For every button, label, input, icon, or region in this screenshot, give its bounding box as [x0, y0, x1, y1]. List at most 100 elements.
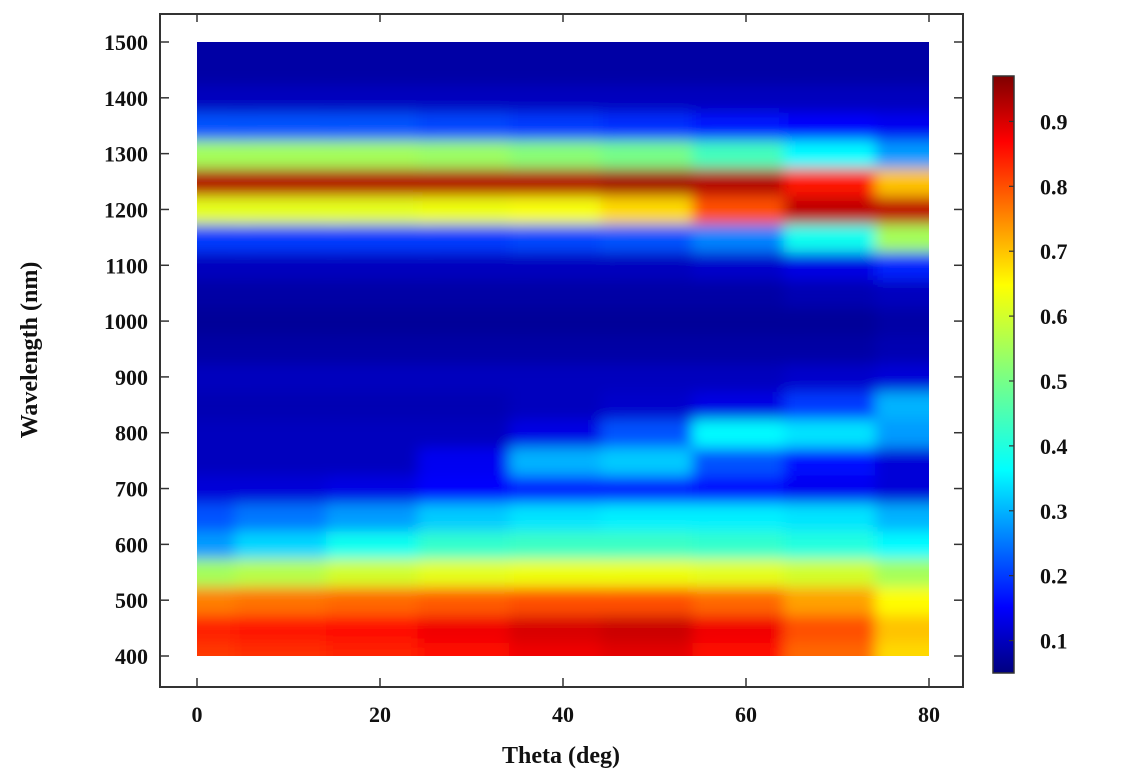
heatmap-cell: [509, 54, 617, 85]
y-axis: 400 500 600 700 800 900 1000 1100 1200 1300 1400 15…: [104, 30, 963, 669]
heatmap-cell: [234, 641, 343, 656]
heatmap-cell: [234, 42, 343, 57]
heatmap-cell: [326, 42, 434, 57]
heatmap-cell: [417, 389, 526, 420]
heatmap-cell: [326, 641, 434, 656]
heatmap-cell: [692, 222, 800, 253]
heatmap-cell: [509, 138, 617, 169]
heatmap-cell: [326, 110, 434, 141]
heatmap-cell: [783, 529, 892, 560]
heatmap-cell: [875, 557, 929, 588]
heatmap-cell: [234, 334, 343, 364]
heatmap-cell: [600, 138, 709, 169]
colorbar-tick-label: 0.1: [1040, 629, 1068, 654]
heatmap-cell: [783, 82, 892, 113]
x-axis: 0 20 40 60 80: [192, 14, 940, 727]
heatmap-cell: [875, 361, 929, 392]
heatmap-cell: [509, 334, 617, 364]
heatmap-cell: [234, 361, 343, 392]
heatmap-cell: [875, 585, 929, 616]
heatmap-cell: [783, 389, 892, 420]
heatmap-cell: [234, 529, 343, 560]
heatmap-cell: [600, 194, 709, 225]
heatmap-cell: [600, 110, 709, 141]
heatmap-cell: [509, 306, 617, 337]
heatmap-cell: [326, 278, 434, 309]
heatmap-cell: [417, 138, 526, 169]
heatmap-cell: [692, 82, 800, 113]
heatmap-cell: [783, 417, 892, 448]
colorbar-tick-label: 0.4: [1040, 434, 1068, 459]
y-tick-label: 1200: [104, 197, 148, 222]
heatmap-cell: [692, 557, 800, 588]
colorbar: [992, 75, 1015, 674]
heatmap-cell: [783, 501, 892, 532]
heatmap-cell: [783, 445, 892, 476]
colorbar-tick-label: 0.9: [1040, 109, 1068, 134]
heatmap-cell: [417, 222, 526, 253]
heatmap-cell: [783, 222, 892, 253]
heatmap-cell: [326, 501, 434, 532]
heatmap-cell: [509, 529, 617, 560]
heatmap-cell: [600, 222, 709, 253]
heatmap-cell: [875, 473, 929, 504]
x-tick-label: 0: [192, 702, 203, 727]
heatmap-cell: [509, 417, 617, 448]
heatmap-cell: [875, 54, 929, 85]
heatmap-cell: [417, 194, 526, 225]
heatmap-cell: [692, 445, 800, 476]
heatmap-cell: [234, 194, 343, 225]
heatmap-cell: [875, 417, 929, 448]
heatmap-cell: [783, 250, 892, 281]
heatmap-cell: [600, 42, 709, 57]
heatmap-cell: [326, 613, 434, 644]
x-tick-label: 20: [369, 702, 391, 727]
heatmap-cell: [600, 389, 709, 420]
heatmap-cell: [600, 166, 709, 197]
heatmap-cell: [875, 82, 929, 113]
heatmap-cell: [509, 501, 617, 532]
y-tick-label: 1500: [104, 30, 148, 55]
heatmap-cell: [783, 278, 892, 309]
colorbar-tick-label: 0.8: [1040, 174, 1068, 199]
x-axis-title: Theta (deg): [502, 743, 620, 769]
heatmap-cell: [875, 194, 929, 225]
heatmap-cell: [417, 250, 526, 281]
heatmap-cell: [417, 42, 526, 57]
heatmap-cell: [783, 42, 892, 57]
colorbar-tick-label: 0.3: [1040, 499, 1068, 524]
heatmap-cell: [600, 82, 709, 113]
heatmap-cell: [692, 529, 800, 560]
heatmap-cell: [509, 585, 617, 616]
heatmap-cell: [783, 361, 892, 392]
heatmap-cell: [417, 361, 526, 392]
heatmap-cell: [326, 334, 434, 364]
heatmap-cell: [600, 54, 709, 85]
heatmap-cell: [326, 389, 434, 420]
heatmap-cell: [783, 54, 892, 85]
y-tick-label: 1000: [104, 309, 148, 334]
heatmap-cell: [600, 529, 709, 560]
heatmap-cell: [509, 42, 617, 57]
heatmap-cell: [600, 361, 709, 392]
heatmap-cell: [875, 222, 929, 253]
heatmap-cell: [509, 361, 617, 392]
heatmap-cell: [234, 445, 343, 476]
heatmap-cell: [783, 585, 892, 616]
x-tick-label: 80: [918, 702, 940, 727]
heatmap-cell: [234, 54, 343, 85]
heatmap-cell: [509, 473, 617, 504]
heatmap-cell: [600, 641, 709, 656]
heatmap-cell: [600, 250, 709, 281]
heatmap-cell: [783, 138, 892, 169]
heatmap-cell: [600, 417, 709, 448]
heatmap-cell: [509, 250, 617, 281]
heatmap-cell: [692, 361, 800, 392]
heatmap-cell: [509, 222, 617, 253]
heatmap-cell: [509, 641, 617, 656]
heatmap-cell: [509, 82, 617, 113]
y-axis-title: Wavelength (nm): [17, 262, 43, 439]
colorbar-tick-label: 0.6: [1040, 304, 1068, 329]
heatmap-cell: [509, 445, 617, 476]
y-tick-label: 1100: [105, 253, 148, 278]
